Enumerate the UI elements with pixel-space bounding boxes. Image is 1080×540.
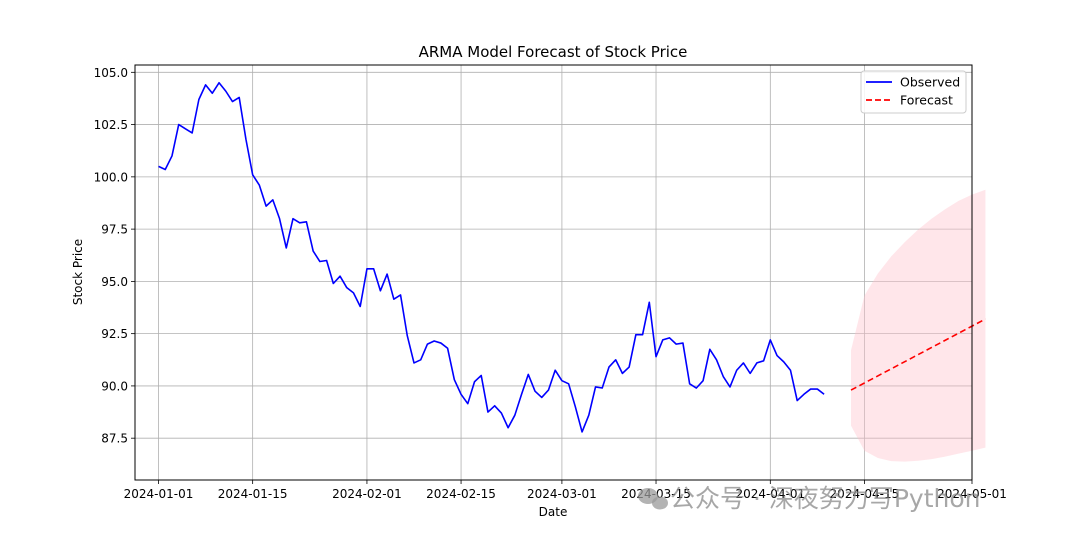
y-tick-label: 95.0 (101, 275, 128, 289)
watermark: 公众号 · 深夜努力写Python (638, 484, 981, 513)
legend: Observed Forecast (860, 70, 967, 114)
watermark-text: 公众号 · 深夜努力写Python (670, 484, 981, 513)
legend-label-forecast: Forecast (900, 93, 953, 108)
grid (135, 65, 973, 480)
x-tick-label: 2024-02-15 (426, 487, 496, 501)
confidence-band (850, 189, 986, 462)
y-tick-label: 97.5 (101, 223, 128, 237)
x-tick-label: 2024-02-01 (332, 487, 402, 501)
x-tick-label: 2024-01-01 (124, 487, 194, 501)
x-tick-label: 2024-05-01 (937, 487, 1007, 501)
y-tick-label: 105.0 (94, 66, 128, 80)
observed-line (158, 81, 825, 433)
y-tick-label: 102.5 (94, 118, 128, 132)
wechat-logo-icon (638, 488, 668, 510)
plot-frame (134, 64, 973, 481)
forecast-line (850, 318, 986, 391)
x-tick-label: 2024-01-15 (218, 487, 288, 501)
x-axis: 2024-01-01 2024-01-15 2024-02-01 2024-02-15… (124, 480, 1007, 501)
x-tick-label: 2024-04-15 (830, 487, 900, 501)
chart-title: ARMA Model Forecast of Stock Price (419, 43, 688, 61)
y-tick-label: 100.0 (94, 170, 128, 184)
legend-label-observed: Observed (900, 75, 960, 90)
y-tick-label: 87.5 (101, 432, 128, 446)
y-axis: 87.5 90.0 92.5 95.0 97.5 100.0 102.5 105.0 (94, 66, 135, 446)
confidence-interval-layer (850, 189, 986, 462)
x-tick-label: 2024-04-01 (735, 487, 805, 501)
series-layer (158, 81, 986, 433)
y-axis-label: Stock Price (71, 239, 85, 305)
y-tick-label: 92.5 (101, 327, 128, 341)
x-axis-label: Date (539, 505, 568, 519)
x-tick-label: 2024-03-01 (527, 487, 597, 501)
y-tick-label: 90.0 (101, 379, 128, 393)
